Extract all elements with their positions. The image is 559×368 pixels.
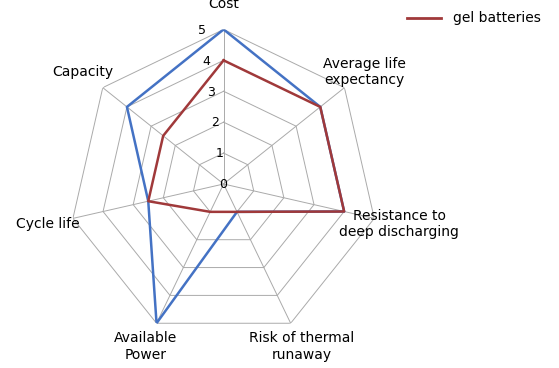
Text: 2: 2 <box>211 116 219 129</box>
Text: 3: 3 <box>207 86 215 99</box>
Text: 1: 1 <box>215 147 223 160</box>
Legend: AGM batteries, gel batteries: AGM batteries, gel batteries <box>401 0 557 31</box>
Text: 4: 4 <box>202 55 210 68</box>
Text: 0: 0 <box>220 177 228 191</box>
Text: 5: 5 <box>198 24 206 38</box>
